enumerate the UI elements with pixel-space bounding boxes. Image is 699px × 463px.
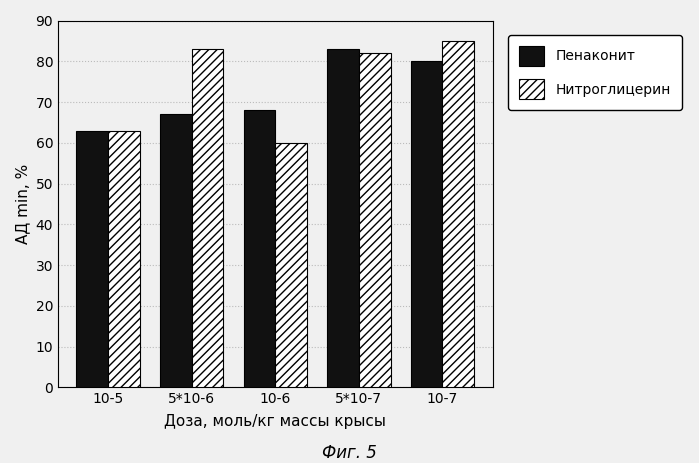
Bar [243, 110, 275, 387]
Bar [76, 131, 108, 387]
X-axis label: Доза, моль/кг массы крысы: Доза, моль/кг массы крысы [164, 414, 387, 430]
Bar [275, 143, 307, 387]
Bar [359, 53, 391, 387]
Bar [410, 61, 442, 387]
Legend: Пенаконит, Нитроглицерин: Пенаконит, Нитроглицерин [508, 35, 682, 110]
Bar [160, 114, 192, 387]
Bar [327, 49, 359, 387]
Bar [192, 49, 224, 387]
Text: Фиг. 5: Фиг. 5 [322, 444, 377, 463]
Bar [108, 131, 140, 387]
Y-axis label: АД min, %: АД min, % [15, 164, 30, 244]
Bar [442, 41, 474, 387]
